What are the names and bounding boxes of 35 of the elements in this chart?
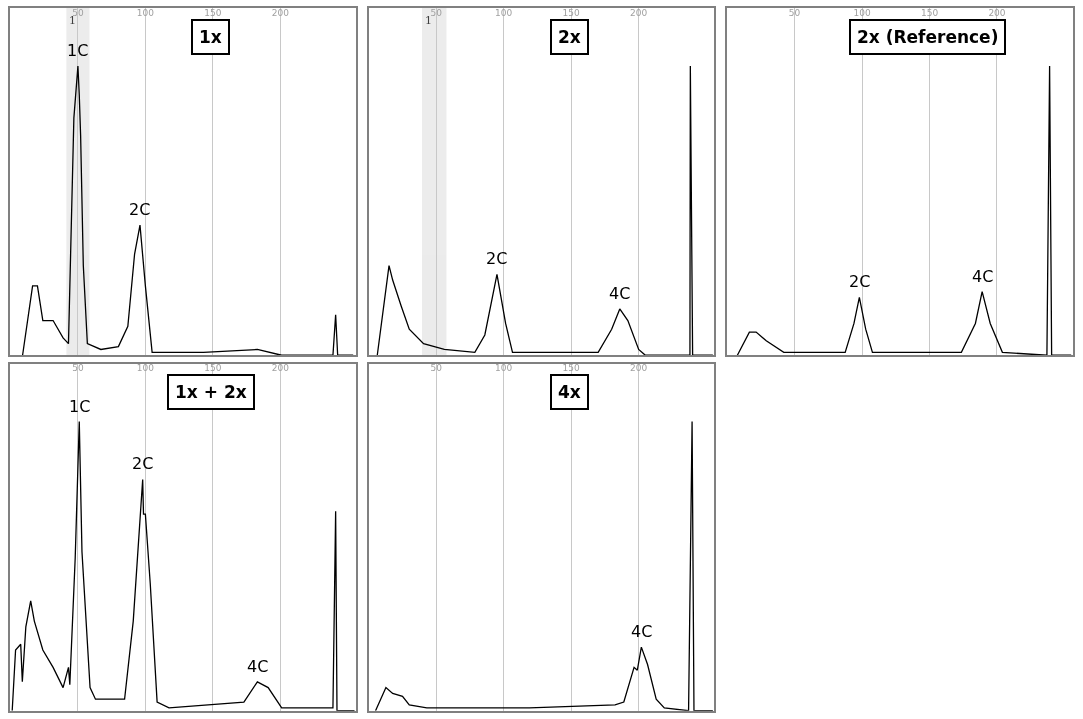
- x-tick-label: 200: [630, 363, 648, 374]
- x-tick-label: 50: [72, 363, 84, 374]
- x-tick-label: 50: [788, 7, 801, 18]
- x-tick-label: 200: [271, 363, 290, 374]
- chart-title: 1x: [199, 27, 222, 47]
- annotation: 4C: [247, 657, 269, 676]
- annotation: 4C: [631, 622, 653, 641]
- chart-title: 1x + 2x: [175, 382, 247, 402]
- x-tick-label: 50: [430, 7, 443, 18]
- x-tick-label: 150: [562, 363, 581, 374]
- x-tick-label: 150: [204, 7, 222, 18]
- x-tick-label: 200: [630, 7, 648, 18]
- x-tick-label: 100: [495, 363, 513, 374]
- annotation: 2C: [849, 272, 871, 291]
- x-tick-label: 100: [136, 7, 155, 18]
- chart-title: 2x (Reference): [857, 27, 999, 47]
- x-tick-label: 150: [204, 363, 222, 374]
- x-tick-label: 100: [136, 363, 155, 374]
- annotation: 2C: [486, 249, 508, 268]
- annotation: 2C: [129, 200, 151, 219]
- x-tick-label: 200: [271, 7, 290, 18]
- annotation: 4C: [609, 284, 631, 303]
- chart-title: 4x: [558, 382, 581, 402]
- x-tick-label: 100: [495, 7, 513, 18]
- band-label: 1: [425, 14, 432, 27]
- annotation: 2C: [132, 454, 154, 473]
- annotation: 4C: [972, 267, 994, 286]
- x-tick-label: 200: [988, 7, 1006, 18]
- x-tick-label: 150: [562, 7, 581, 18]
- x-tick-label: 150: [920, 7, 939, 18]
- chart-title: 2x: [558, 27, 581, 47]
- x-tick-label: 100: [853, 7, 871, 18]
- x-tick-label: 50: [430, 363, 443, 374]
- annotation: 1C: [67, 41, 89, 60]
- annotation: 1C: [69, 397, 91, 416]
